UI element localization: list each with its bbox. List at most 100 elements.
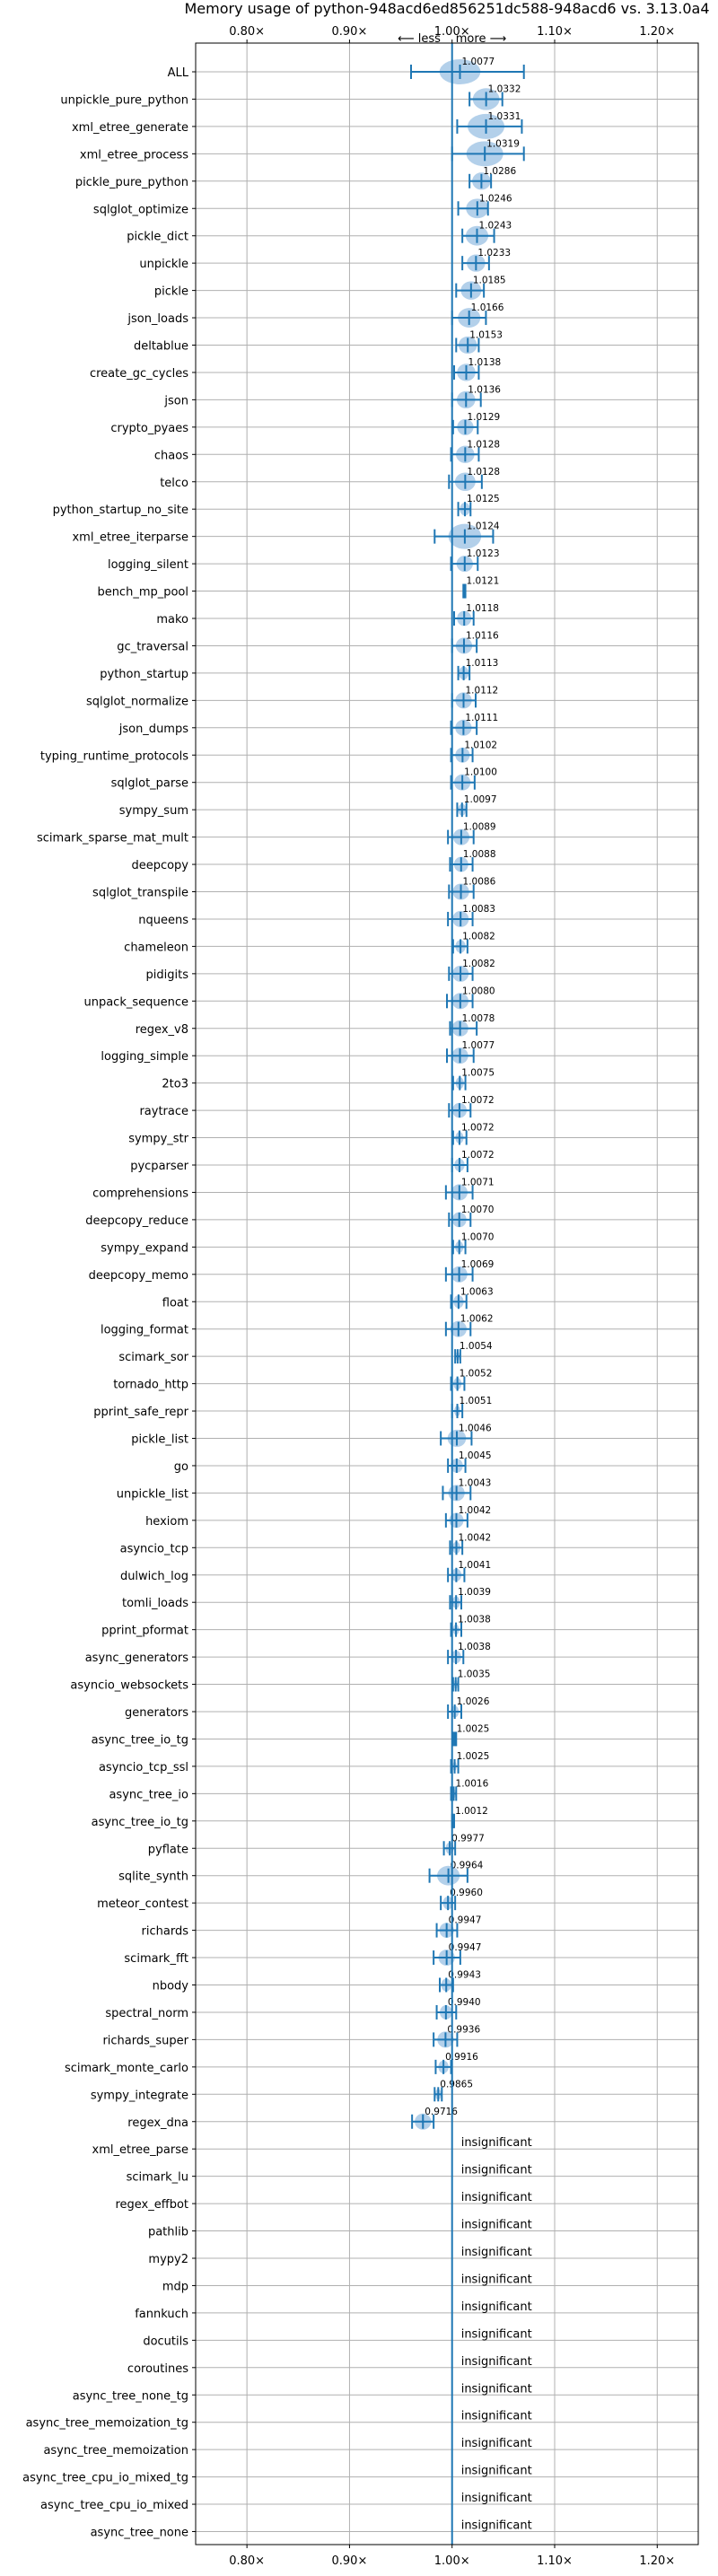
- mean-value-label: 0.9964: [451, 1861, 484, 1871]
- insignificant-label: insignificant: [461, 2410, 532, 2423]
- grid-lines: [196, 43, 698, 2545]
- benchmark-label: coroutines: [127, 2362, 188, 2376]
- benchmark-label: deepcopy_memo: [89, 1269, 188, 1283]
- benchmark-label: scimark_sor: [118, 1351, 188, 1364]
- mean-value-label: 1.0077: [462, 1040, 495, 1051]
- benchmark-label: 2to3: [162, 1078, 188, 1091]
- mean-value-label: 1.0118: [466, 603, 499, 614]
- benchmark-label: xml_etree_generate: [72, 121, 188, 135]
- benchmark-label: async_tree_memoization_tg: [26, 2417, 188, 2431]
- mean-value-label: 1.0088: [463, 849, 496, 860]
- mean-value-label: 1.0319: [486, 138, 520, 149]
- insignificant-label: insignificant: [461, 2327, 532, 2341]
- benchmark-label: sympy_expand: [101, 1241, 188, 1255]
- benchmark-label: fannkuch: [135, 2308, 188, 2321]
- x-tick-label-bottom: 1.10×: [537, 2554, 573, 2568]
- mean-value-label: 1.0111: [465, 713, 498, 723]
- mean-value-label: 1.0069: [461, 1259, 495, 1270]
- benchmark-label: docutils: [143, 2335, 188, 2348]
- benchmark-label: unpickle_list: [117, 1487, 188, 1501]
- benchmark-label: meteor_contest: [97, 1897, 188, 1911]
- insignificant-label: insignificant: [461, 2246, 532, 2259]
- benchmark-label: json_dumps: [118, 723, 188, 736]
- insignificant-label: insignificant: [461, 2300, 532, 2314]
- mean-value-label: 0.9943: [448, 1970, 481, 1981]
- mean-value-label: 1.0042: [459, 1532, 492, 1543]
- benchmark-label: xml_etree_parse: [92, 2143, 188, 2157]
- benchmark-label: pickle_pure_python: [75, 176, 188, 189]
- mean-value-label: 1.0035: [458, 1669, 491, 1680]
- mean-value-label: 0.9977: [451, 1833, 485, 1844]
- benchmark-label: sqlglot_transpile: [92, 887, 188, 900]
- benchmark-label: regex_effbot: [115, 2198, 188, 2212]
- benchmark-label: spectral_norm: [105, 2007, 188, 2020]
- benchmark-label: async_tree_io: [109, 1788, 188, 1801]
- benchmark-label: deepcopy_reduce: [85, 1214, 188, 1228]
- mean-value-label: 1.0233: [477, 248, 511, 258]
- mean-value-label: 1.0071: [461, 1177, 495, 1187]
- benchmark-label: asyncio_tcp: [120, 1542, 188, 1555]
- benchmark-label: xml_etree_process: [80, 148, 188, 162]
- mean-value-label: 1.0086: [463, 877, 496, 888]
- benchmark-label: logging_format: [101, 1324, 188, 1337]
- mean-value-label: 1.0128: [467, 467, 500, 478]
- mean-value-label: 1.0102: [464, 740, 497, 750]
- benchmark-label: sympy_sum: [119, 804, 188, 818]
- insignificant-label: insignificant: [461, 2519, 532, 2533]
- mean-value-label: 1.0100: [464, 767, 497, 778]
- mean-value-label: 1.0121: [467, 576, 500, 587]
- benchmark-label: logging_silent: [108, 558, 188, 572]
- benchmark-label: chaos: [154, 449, 188, 462]
- x-tick-label-bottom: 1.20×: [639, 2554, 675, 2568]
- insignificant-label: insignificant: [461, 2273, 532, 2286]
- mean-value-label: 1.0124: [467, 521, 500, 532]
- benchmark-label: pickle: [154, 285, 188, 299]
- mean-value-label: 1.0125: [467, 494, 500, 504]
- benchmark-label: sympy_integrate: [91, 2089, 188, 2102]
- chart-title: Memory usage of python-948acd6ed856251dc…: [184, 0, 709, 17]
- mean-value-label: 1.0077: [462, 57, 495, 67]
- benchmark-label: sqlglot_normalize: [86, 695, 188, 708]
- insignificant-label: insignificant: [461, 2164, 532, 2177]
- insignificant-label: insignificant: [461, 2136, 532, 2150]
- benchmark-label: pickle_dict: [127, 231, 188, 244]
- mean-value-label: 0.9916: [445, 2052, 478, 2063]
- mean-value-label: 1.0012: [455, 1806, 488, 1817]
- mean-value-label: 1.0089: [463, 822, 496, 833]
- mean-value-label: 1.0075: [461, 1068, 495, 1079]
- x-tick-label-bottom: 0.90×: [332, 2554, 368, 2568]
- insignificant-label: insignificant: [461, 2382, 532, 2396]
- mean-value-label: 1.0113: [466, 658, 499, 669]
- x-tick-label-bottom: 0.80×: [229, 2554, 265, 2568]
- benchmark-label: dulwich_log: [120, 1570, 188, 1583]
- mean-value-label: 1.0041: [458, 1560, 491, 1571]
- x-tick-label-top: 1.00×: [434, 25, 470, 39]
- mean-value-label: 1.0025: [457, 1723, 490, 1734]
- mean-value-label: 1.0063: [460, 1286, 494, 1297]
- mean-value-label: 0.9716: [425, 2107, 458, 2117]
- mean-value-label: 1.0112: [466, 685, 499, 696]
- mean-value-label: 0.9940: [448, 1997, 481, 2008]
- mean-value-label: 1.0185: [473, 276, 506, 286]
- mean-value-label: 1.0016: [456, 1778, 489, 1789]
- mean-value-label: 1.0129: [467, 412, 500, 423]
- benchmark-label: generators: [125, 1706, 188, 1720]
- benchmark-label: async_tree_io_tg: [92, 1816, 188, 1829]
- mean-value-label: 1.0128: [467, 439, 500, 450]
- mean-value-label: 1.0070: [461, 1231, 495, 1242]
- benchmark-label: json_loads: [127, 312, 188, 326]
- mean-value-label: 0.9865: [440, 2079, 473, 2090]
- benchmark-label: gc_traversal: [117, 640, 188, 653]
- benchmark-label: pprint_safe_repr: [93, 1406, 188, 1419]
- mean-value-label: 1.0080: [462, 986, 495, 996]
- benchmark-label: asyncio_websockets: [70, 1679, 188, 1693]
- benchmark-label: nbody: [153, 1980, 189, 1993]
- benchmark-label: tomli_loads: [122, 1597, 188, 1610]
- insignificant-label: insignificant: [461, 2437, 532, 2450]
- benchmark-label: ALL: [168, 66, 189, 80]
- benchmark-label: python_startup: [100, 668, 188, 681]
- benchmark-label: async_generators: [85, 1652, 189, 1665]
- mean-value-label: 1.0038: [458, 1615, 491, 1625]
- benchmark-label: mako: [156, 613, 188, 626]
- benchmark-label: xml_etree_iterparse: [72, 531, 188, 545]
